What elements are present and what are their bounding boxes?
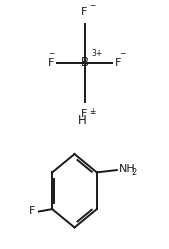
- Text: F: F: [29, 206, 36, 216]
- Text: −: −: [89, 109, 95, 118]
- Text: F: F: [81, 7, 88, 17]
- Text: −: −: [48, 49, 55, 58]
- Text: −: −: [89, 1, 95, 10]
- Text: B: B: [80, 56, 89, 69]
- Text: F: F: [114, 58, 121, 68]
- Text: F: F: [48, 58, 55, 68]
- Text: +: +: [89, 107, 95, 116]
- Text: 3+: 3+: [91, 49, 103, 58]
- Text: NH: NH: [118, 164, 135, 174]
- Text: 2: 2: [131, 168, 136, 177]
- Text: H: H: [78, 114, 86, 127]
- Text: −: −: [119, 49, 125, 58]
- Text: F: F: [81, 109, 88, 119]
